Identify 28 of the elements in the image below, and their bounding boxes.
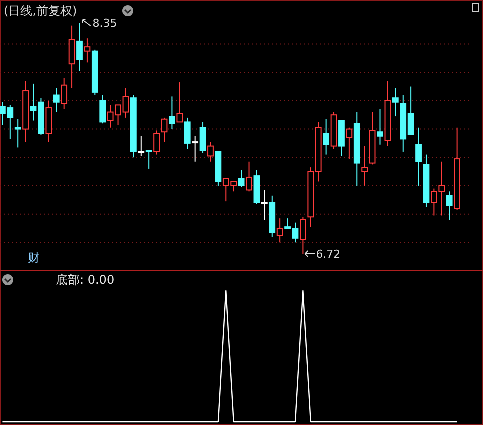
annotation: 财 (28, 251, 40, 265)
annotation: 6.72 (316, 248, 341, 261)
candlestick (76, 22, 83, 72)
candlestick (68, 25, 76, 89)
candlestick (169, 96, 176, 130)
candlestick (22, 80, 30, 143)
candlestick (200, 122, 206, 154)
annotation: 8.35 (92, 17, 118, 30)
candlestick (300, 216, 306, 254)
candlestick (384, 80, 392, 147)
candlestick (269, 195, 276, 238)
candlestick (84, 38, 91, 64)
candlestick (416, 127, 422, 186)
candlestick (208, 142, 214, 162)
candlestick (446, 191, 453, 220)
candlestick (261, 190, 268, 220)
chart-title: 底部: 0.00 (56, 273, 115, 287)
candlestick (354, 112, 360, 186)
candlestick (392, 88, 399, 118)
candlestick (46, 100, 52, 143)
candlestick (323, 118, 330, 156)
candlestick (276, 218, 284, 244)
candlestick (154, 130, 160, 156)
chart-title: (日线,前复权) (4, 4, 78, 18)
candlestick (377, 108, 384, 146)
candlestick (362, 146, 368, 186)
candlestick (53, 88, 60, 113)
candlestick (14, 118, 22, 148)
